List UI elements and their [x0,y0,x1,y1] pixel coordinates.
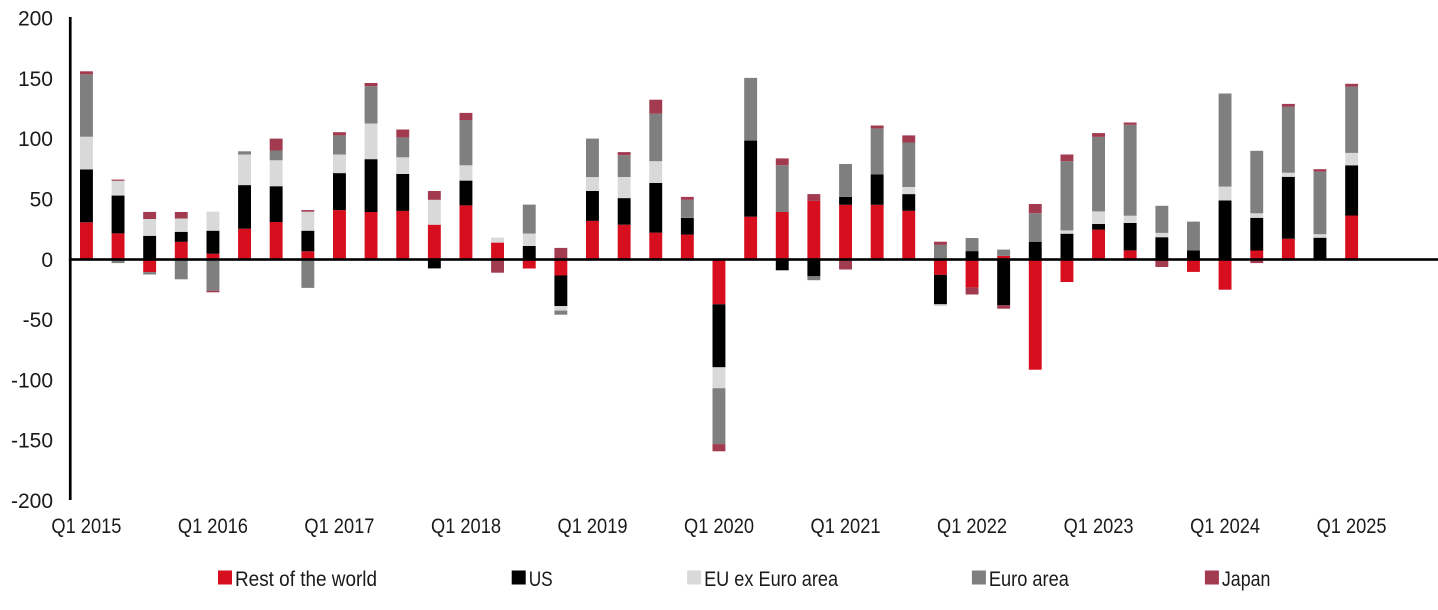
svg-text:Q1 2025: Q1 2025 [1317,515,1387,538]
svg-text:Q1 2020: Q1 2020 [684,515,754,538]
svg-text:Japan: Japan [1222,568,1271,591]
svg-text:100: 100 [18,128,53,151]
svg-text:0: 0 [41,249,53,272]
svg-text:200: 200 [18,8,53,31]
svg-text:Q1 2022: Q1 2022 [937,515,1007,538]
svg-text:US: US [529,568,553,591]
svg-text:Euro area: Euro area [989,568,1069,591]
svg-text:-200: -200 [11,490,53,513]
svg-text:Q1 2017: Q1 2017 [304,515,374,538]
svg-text:-150: -150 [11,430,53,453]
svg-text:Q1 2016: Q1 2016 [178,515,248,538]
svg-text:Q1 2015: Q1 2015 [51,515,121,538]
svg-text:150: 150 [18,68,53,91]
svg-text:Rest of the world: Rest of the world [235,568,377,591]
svg-text:Q1 2021: Q1 2021 [811,515,881,538]
svg-text:Q1 2023: Q1 2023 [1064,515,1134,538]
svg-text:-50: -50 [23,309,53,332]
svg-text:EU ex Euro area: EU ex Euro area [704,568,838,591]
svg-text:Q1 2024: Q1 2024 [1190,515,1260,538]
svg-text:50: 50 [30,189,53,212]
svg-text:Q1 2018: Q1 2018 [431,515,501,538]
svg-text:-100: -100 [11,369,53,392]
svg-text:Q1 2019: Q1 2019 [558,515,628,538]
